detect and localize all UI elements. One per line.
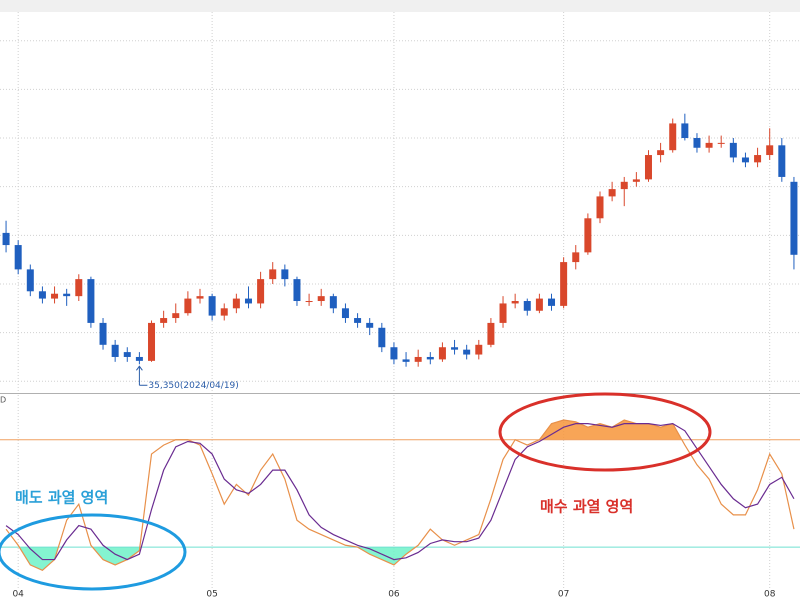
candle-body — [366, 322, 374, 328]
candle-body — [293, 279, 301, 302]
candle-body — [438, 347, 446, 360]
candle-body — [463, 349, 471, 355]
candle-body — [99, 322, 107, 345]
candle-body — [487, 322, 495, 345]
plot-layer: 04 05 06 07 08 35,350(2024/04/19) — [0, 12, 800, 600]
candle-body — [426, 356, 434, 360]
candle-body — [560, 262, 568, 306]
candle-body — [790, 181, 798, 255]
candle-body — [620, 181, 628, 190]
candle-body — [354, 318, 362, 323]
candle-body — [669, 123, 677, 151]
x-tick-label: 04 — [12, 590, 24, 600]
candle-body — [196, 296, 204, 299]
candle-body — [451, 347, 459, 350]
candle-body — [75, 279, 83, 297]
candle-body — [111, 344, 119, 357]
candle-body — [269, 269, 277, 280]
candle-body — [329, 296, 337, 309]
candle-body — [281, 269, 289, 280]
candle-body — [63, 293, 71, 297]
candle-body — [378, 327, 386, 348]
candle-body — [208, 296, 216, 316]
candle-body — [51, 293, 59, 299]
candle-body — [717, 142, 725, 144]
candle-body — [632, 179, 640, 182]
candle-body — [572, 252, 580, 263]
candle-body — [596, 196, 604, 219]
candle-body — [705, 142, 713, 148]
candle-body — [220, 308, 228, 316]
candle-body — [341, 308, 349, 319]
candle-body — [87, 279, 95, 323]
candle-body — [741, 157, 749, 163]
annotation-label: 35,350(2024/04/19) — [148, 381, 238, 391]
candle-body — [499, 303, 507, 323]
candle-body — [766, 145, 774, 156]
candle-body — [184, 298, 192, 314]
candle-body — [14, 245, 22, 270]
candle-body — [172, 313, 180, 319]
zone-fill — [539, 420, 682, 440]
candle-body — [26, 269, 34, 292]
candle-body — [244, 298, 252, 304]
top-strip — [0, 0, 800, 12]
candle-body — [123, 352, 131, 357]
candle-body — [135, 356, 143, 361]
candle-body — [657, 150, 665, 156]
candle-body — [390, 347, 398, 360]
x-tick-label: 08 — [764, 590, 776, 600]
candle-body — [584, 218, 592, 253]
candle-body — [511, 301, 519, 304]
candle-body — [148, 322, 156, 361]
candle-body — [608, 189, 616, 197]
candle-body — [414, 356, 422, 362]
candle-body — [257, 279, 265, 304]
zone-fill — [19, 547, 416, 571]
candle-body — [475, 344, 483, 355]
oversold-ellipse — [0, 513, 187, 591]
candle-body — [317, 296, 325, 302]
candle-body — [160, 318, 168, 323]
candle-body — [754, 155, 762, 163]
candle-body — [681, 123, 689, 139]
x-tick-label: 06 — [388, 590, 400, 600]
candle-body — [2, 232, 10, 246]
candle-body — [402, 359, 410, 362]
candle-body — [548, 298, 556, 306]
candle-body — [38, 291, 46, 299]
candle-body — [644, 155, 652, 180]
panel-label: D — [0, 396, 6, 405]
oversold-label: 매도 과열 영역 — [15, 489, 108, 507]
stochastic-line — [5, 422, 795, 561]
candle-body — [729, 142, 737, 158]
x-tick-label: 05 — [206, 590, 217, 600]
overbought-label: 매수 과열 영역 — [540, 498, 633, 516]
candle-body — [535, 298, 543, 311]
candle-body — [305, 301, 313, 303]
overbought-ellipse — [498, 392, 712, 472]
candle-body — [232, 298, 240, 309]
candle-body — [523, 301, 531, 311]
annotation-arrowhead — [135, 365, 143, 371]
candle-body — [778, 145, 786, 177]
candle-body — [693, 138, 701, 148]
stochastic-line — [5, 419, 795, 572]
x-tick-label: 07 — [558, 590, 569, 600]
